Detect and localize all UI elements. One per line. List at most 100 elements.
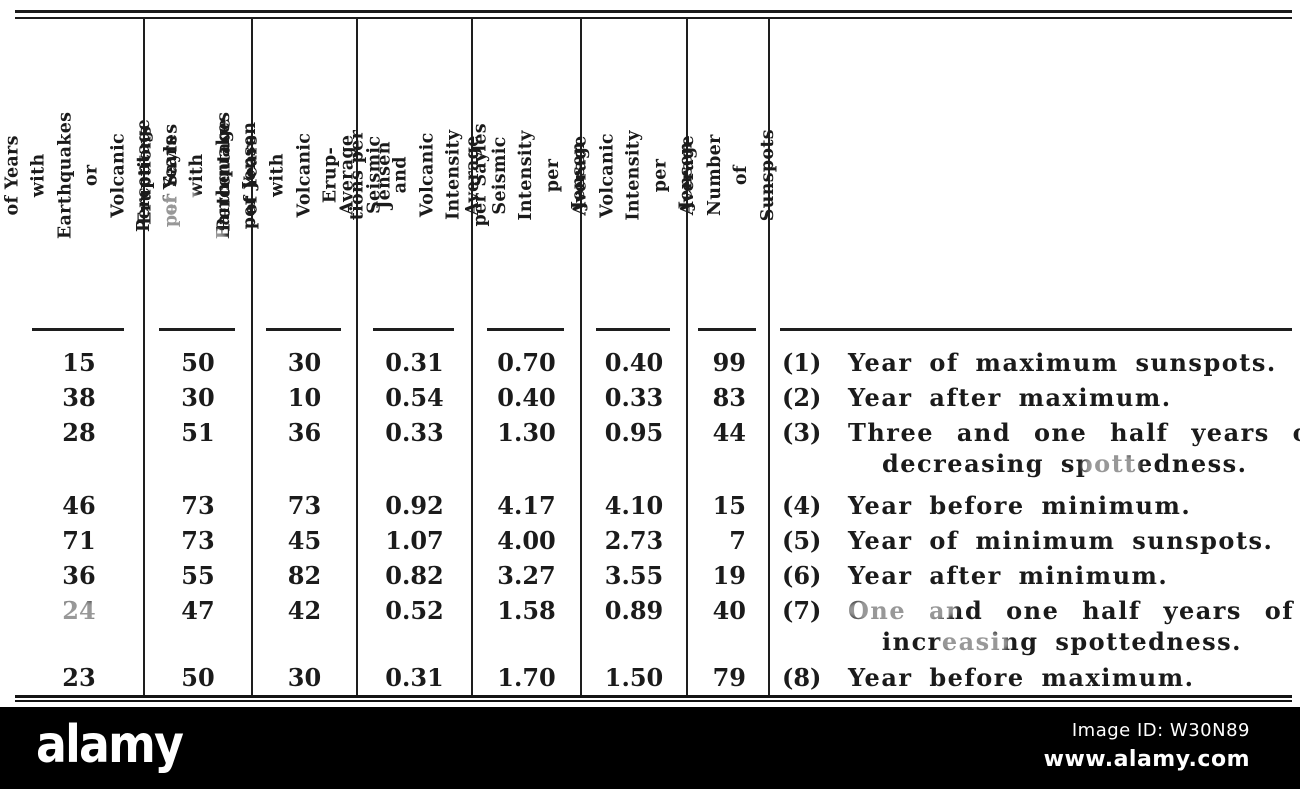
cell: 42	[253, 593, 358, 656]
cell: 99	[688, 331, 770, 380]
row-label-line1: (7) One and one half years of	[782, 593, 1294, 628]
cell: 0.33	[582, 380, 688, 415]
table-row: 15 50 30 0.31 0.70 0.40 99 (1) Year of ma…	[15, 331, 1292, 380]
cell: 0.40	[582, 331, 688, 380]
cell: 0.92	[358, 478, 473, 523]
cell: 44	[688, 415, 770, 478]
header-underline	[158, 328, 236, 331]
header-cell-avg-seismic-jensen: Average Seismic Intensity per Jensen	[463, 19, 589, 331]
alamy-logo: alamy	[36, 715, 184, 775]
header-text: Average Number of Sunspots	[677, 128, 778, 222]
image-id-text: Image ID: W30N89	[1071, 720, 1250, 741]
row-label-line2: increasing spottedness.	[882, 627, 1242, 656]
row-label-number: (7)	[782, 596, 822, 625]
cell: 0.70	[473, 331, 582, 380]
header-underline	[486, 328, 564, 331]
row-label-number: (4)	[782, 491, 822, 520]
cell: 38	[15, 380, 145, 415]
header-cell-avg-volcanic-jensen: Average Volcanic Intensity per Jensen	[571, 19, 697, 331]
header-underline	[31, 328, 124, 331]
table-top-double-rule	[15, 10, 1292, 19]
alamy-meta: Image ID: W30N89 www.alamy.com	[1044, 720, 1250, 772]
row-label-text: Three and one half years of	[848, 418, 1300, 447]
row-label-number: (5)	[782, 526, 822, 555]
table-bottom-double-rule	[15, 695, 1292, 702]
cell: 36	[253, 415, 358, 478]
header-cell-pct-years-eq-jensen: Percentage of Years with Earthquakes per…	[135, 19, 261, 331]
cell: 0.52	[358, 593, 473, 656]
cell: 7	[688, 523, 770, 558]
cell: 73	[253, 478, 358, 523]
cell: 23	[15, 656, 145, 695]
header-underline	[266, 328, 341, 331]
cell: 47	[145, 593, 253, 656]
table-header-row: Percentage of Years with Earthquakes or …	[2, 19, 1292, 331]
row-label-text: Year of maximum sunspots.	[848, 348, 1277, 377]
header-cell-row-descriptions	[770, 19, 1292, 331]
cell: 30	[253, 331, 358, 380]
cell: 73	[145, 523, 253, 558]
row-label-text: Year after maximum.	[848, 383, 1172, 412]
table-row: 23 50 30 0.31 1.70 1.50 79 (8) Year befor…	[15, 656, 1292, 695]
row-label-number: (6)	[782, 561, 822, 590]
row-label: (1) Year of maximum sunspots.	[770, 331, 1292, 380]
row-label-text: Year of minimum sunspots.	[848, 526, 1274, 555]
cell: 1.07	[358, 523, 473, 558]
cell: 2.73	[582, 523, 688, 558]
row-label: (3) Three and one half years of decreasin…	[770, 415, 1300, 478]
cell: 36	[15, 558, 145, 593]
header-cell-pct-years-eq-volc-sayles: Percentage of Years with Earthquakes or …	[2, 19, 182, 331]
cell: 51	[145, 415, 253, 478]
row-label-line1: (3) Three and one half years of	[782, 415, 1300, 450]
row-label: (4) Year before minimum.	[770, 478, 1292, 523]
cell: 0.33	[358, 415, 473, 478]
cell: 10	[253, 380, 358, 415]
row-label-number: (1)	[782, 348, 822, 377]
cell: 24	[15, 593, 145, 656]
row-label: (2) Year after maximum.	[770, 380, 1292, 415]
cell: 4.17	[473, 478, 582, 523]
table-row: 38 30 10 0.54 0.40 0.33 83 (2) Year after…	[15, 380, 1292, 415]
table-row: 71 73 45 1.07 4.00 2.73 7 (5) Year of min…	[15, 523, 1292, 558]
cell: 1.30	[473, 415, 582, 478]
cell: 0.89	[582, 593, 688, 656]
header-underline	[698, 328, 756, 331]
table-row: 46 73 73 0.92 4.17 4.10 15 (4) Year befor…	[15, 478, 1292, 523]
cell: 71	[15, 523, 145, 558]
header-underline	[595, 328, 671, 331]
alamy-watermark-bar: alamy Image ID: W30N89 www.alamy.com	[0, 707, 1300, 789]
cell: 0.54	[358, 380, 473, 415]
table-row: 36 55 82 0.82 3.27 3.55 19 (6) Year after…	[15, 558, 1292, 593]
cell: 19	[688, 558, 770, 593]
cell: 0.31	[358, 656, 473, 695]
row-label: (7) One and one half years of increasing …	[770, 593, 1294, 656]
cell: 15	[15, 331, 145, 380]
cell: 30	[145, 380, 253, 415]
header-cell-avg-sunspots: Average Number of Sunspots	[678, 19, 778, 331]
row-label-number: (3)	[782, 418, 822, 447]
table-row: 28 51 36 0.33 1.30 0.95 44 (3) Three and …	[15, 415, 1300, 478]
cell: 3.27	[473, 558, 582, 593]
table-row: 24 47 42 0.52 1.58 0.89 40 (7) One and on…	[15, 593, 1294, 656]
row-label: (8) Year before maximum.	[770, 656, 1292, 695]
header-cell-avg-seismic-volc-sayles: Average Seismic and Volcanic Intensity p…	[338, 19, 491, 331]
row-label: (6) Year after minimum.	[770, 558, 1292, 593]
cell: 28	[15, 415, 145, 478]
cell: 40	[688, 593, 770, 656]
cell: 46	[15, 478, 145, 523]
row-label-text: Year before minimum.	[848, 491, 1192, 520]
cell: 55	[145, 558, 253, 593]
cell: 30	[253, 656, 358, 695]
row-label-text: Year before maximum.	[848, 663, 1195, 692]
cell: 4.00	[473, 523, 582, 558]
cell: 15	[688, 478, 770, 523]
cell: 50	[145, 656, 253, 695]
cell: 3.55	[582, 558, 688, 593]
cell: 0.40	[473, 380, 582, 415]
row-label-text: One and one half years of	[848, 596, 1295, 625]
cell: 0.82	[358, 558, 473, 593]
row-label-line2: decreasing spottedness.	[882, 449, 1248, 478]
cell: 0.31	[358, 331, 473, 380]
cell: 79	[688, 656, 770, 695]
row-label-text: Year after minimum.	[848, 561, 1169, 590]
